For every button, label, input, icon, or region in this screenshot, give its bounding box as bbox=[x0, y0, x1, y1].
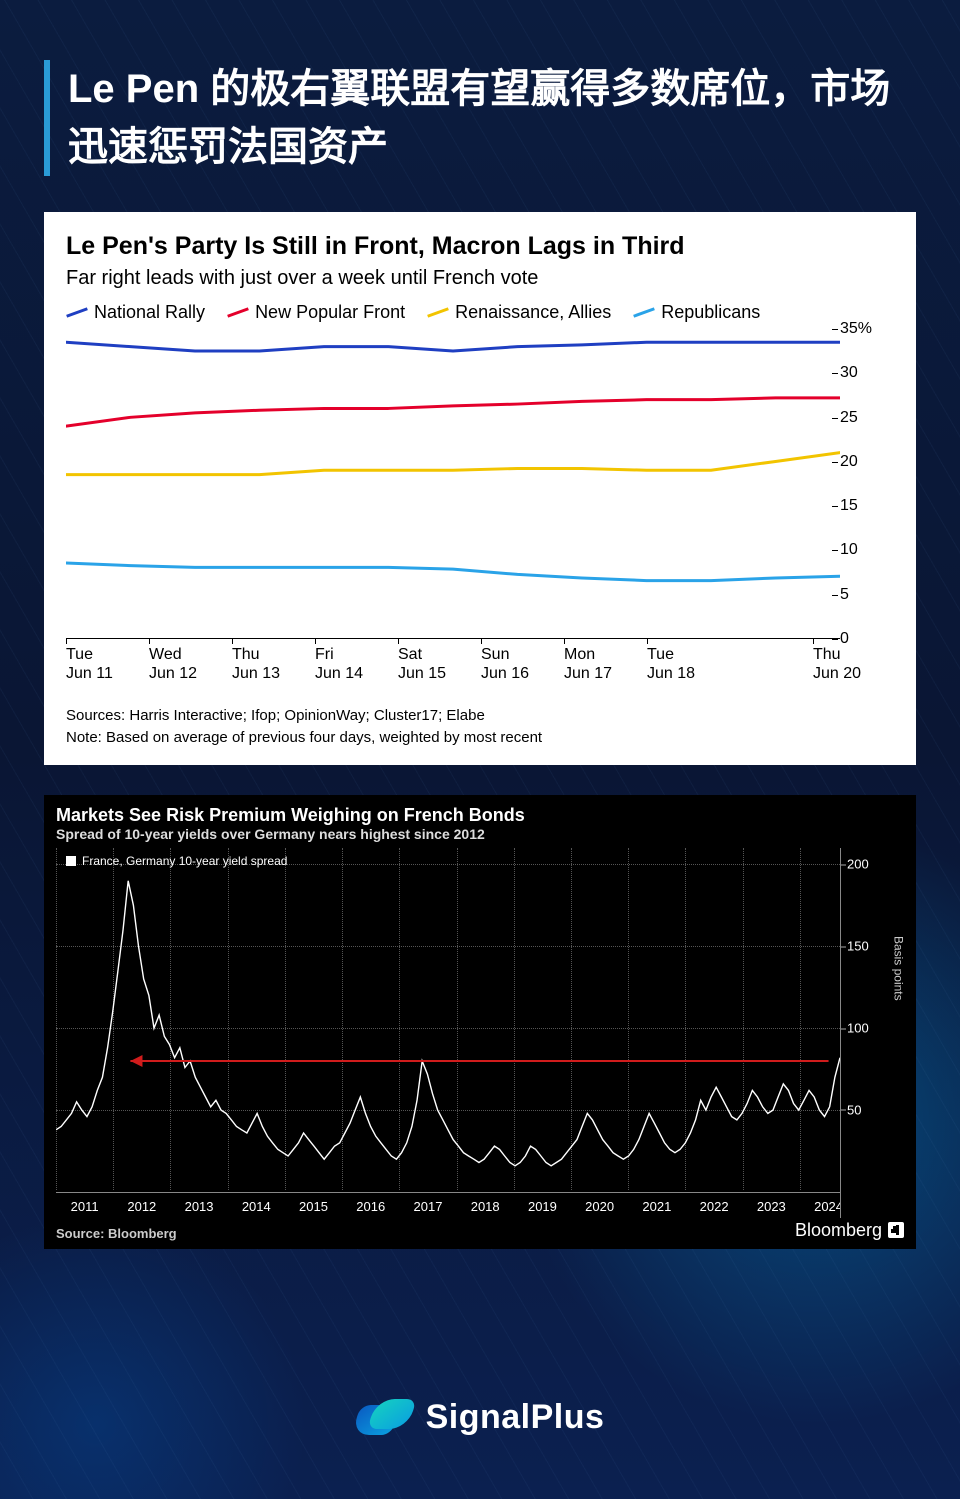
poll-chart: Le Pen's Party Is Still in Front, Macron… bbox=[44, 212, 916, 765]
ytick: 200 bbox=[847, 857, 869, 872]
xtick: ThuJun 20 bbox=[813, 645, 896, 683]
spread-chart-ylabel: Basis points bbox=[892, 936, 906, 1001]
xtick: 2013 bbox=[185, 1199, 214, 1214]
spread-chart-legend: France, Germany 10-year yield spread bbox=[66, 854, 287, 868]
ytick: 20 bbox=[840, 453, 858, 471]
poll-chart-yaxis: 35%302520151050 bbox=[840, 329, 896, 639]
poll-chart-xaxis: TueJun 11WedJun 12ThuJun 13FriJun 14SatJ… bbox=[66, 645, 896, 683]
xtick: 2019 bbox=[528, 1199, 557, 1214]
legend-item: National Rally bbox=[66, 302, 205, 323]
ytick: 30 bbox=[840, 364, 858, 382]
spread-chart-line bbox=[56, 848, 840, 1218]
spread-chart-xaxis: 2011 2012 2013 2014 2015 2016 2017 2018 2019 2020… bbox=[56, 1192, 840, 1218]
xtick: 2015 bbox=[299, 1199, 328, 1214]
xtick: 2023 bbox=[757, 1199, 786, 1214]
legend-item: Republicans bbox=[633, 302, 760, 323]
poll-chart-lines bbox=[66, 329, 840, 638]
xtick: 2022 bbox=[700, 1199, 729, 1214]
poll-chart-plot bbox=[66, 329, 840, 639]
xtick: 2014 bbox=[242, 1199, 271, 1214]
xtick: ThuJun 13 bbox=[232, 645, 315, 683]
xtick: 2016 bbox=[356, 1199, 385, 1214]
xtick: 2011 bbox=[71, 1199, 99, 1214]
bloomberg-icon bbox=[888, 1222, 904, 1238]
ytick: 10 bbox=[840, 541, 858, 559]
spread-chart-footer: Source: Bloomberg Bloomberg bbox=[56, 1220, 904, 1241]
legend-item: Renaissance, Allies bbox=[427, 302, 611, 323]
xtick: TueJun 18 bbox=[647, 645, 730, 683]
xtick: 2024 bbox=[814, 1199, 840, 1214]
page-title: Le Pen 的极右翼联盟有望赢得多数席位，市场迅速惩罚法国资产 bbox=[68, 60, 916, 176]
poll-chart-note: Note: Based on average of previous four … bbox=[66, 727, 896, 749]
legend-swatch-icon bbox=[66, 856, 76, 866]
poll-chart-title: Le Pen's Party Is Still in Front, Macron… bbox=[66, 232, 896, 261]
spread-chart-body: France, Germany 10-year yield spread 201… bbox=[56, 848, 904, 1218]
ytick: 35% bbox=[840, 320, 872, 338]
xtick: WedJun 12 bbox=[149, 645, 232, 683]
ytick: 150 bbox=[847, 939, 869, 954]
ytick: 5 bbox=[840, 586, 849, 604]
legend-item: New Popular Front bbox=[227, 302, 405, 323]
xtick: TueJun 11 bbox=[66, 645, 149, 683]
poll-chart-subtitle: Far right leads with just over a week un… bbox=[66, 267, 896, 290]
spread-chart-plot: France, Germany 10-year yield spread 201… bbox=[56, 848, 840, 1218]
poll-chart-footnotes: Sources: Harris Interactive; Ifop; Opini… bbox=[66, 705, 896, 749]
signalplus-logo-text: SignalPlus bbox=[426, 1398, 605, 1437]
title-block: Le Pen 的极右翼联盟有望赢得多数席位，市场迅速惩罚法国资产 bbox=[44, 60, 916, 176]
page-footer: SignalPlus bbox=[0, 1395, 960, 1439]
spread-chart-legend-label: France, Germany 10-year yield spread bbox=[82, 854, 287, 868]
spread-chart-subtitle: Spread of 10-year yields over Germany ne… bbox=[56, 826, 904, 842]
xtick: 2017 bbox=[414, 1199, 443, 1214]
spread-chart-source: Source: Bloomberg bbox=[56, 1226, 177, 1241]
xtick: 2018 bbox=[471, 1199, 500, 1214]
xtick: MonJun 17 bbox=[564, 645, 647, 683]
bloomberg-text: Bloomberg bbox=[795, 1220, 882, 1241]
poll-chart-body: 35%302520151050 bbox=[66, 329, 896, 639]
xtick: 2012 bbox=[127, 1199, 156, 1214]
xtick: SunJun 16 bbox=[481, 645, 564, 683]
xtick: SatJun 15 bbox=[398, 645, 481, 683]
signalplus-logo-icon bbox=[356, 1395, 412, 1439]
spread-chart-yaxis: Basis points 50 100 150 200 bbox=[840, 848, 904, 1218]
poll-chart-sources: Sources: Harris Interactive; Ifop; Opini… bbox=[66, 705, 896, 727]
ytick: 15 bbox=[840, 497, 858, 515]
content-area: Le Pen 的极右翼联盟有望赢得多数席位，市场迅速惩罚法国资产 Le Pen'… bbox=[0, 0, 960, 1249]
ytick: 50 bbox=[847, 1102, 861, 1117]
ytick: 100 bbox=[847, 1021, 869, 1036]
xtick: FriJun 14 bbox=[315, 645, 398, 683]
bloomberg-brand: Bloomberg bbox=[795, 1220, 904, 1241]
poll-chart-legend: National Rally New Popular Front Renaissan… bbox=[66, 302, 896, 323]
xtick: 2020 bbox=[585, 1199, 614, 1214]
spread-chart: Markets See Risk Premium Weighing on Fre… bbox=[44, 795, 916, 1249]
xtick: 2021 bbox=[642, 1199, 671, 1214]
ytick: 25 bbox=[840, 409, 858, 427]
spread-chart-title: Markets See Risk Premium Weighing on Fre… bbox=[56, 805, 904, 826]
